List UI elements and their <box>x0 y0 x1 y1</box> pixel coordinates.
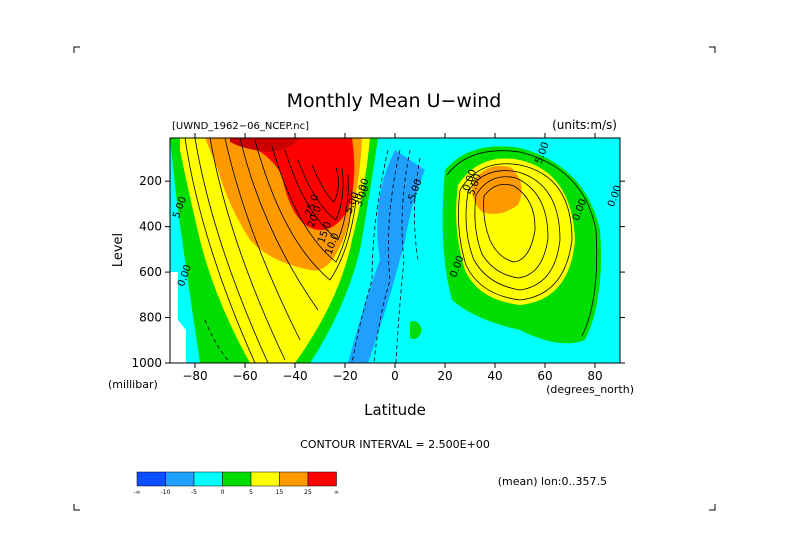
dataset-label: [UWND_1962−06_NCEP.nc] <box>172 121 309 132</box>
colorbar: -∞ -10 -5 0 5 15 25 ∞ <box>133 471 339 496</box>
colorbar-swatch <box>279 471 309 487</box>
y-axis-label: Level <box>111 233 126 267</box>
x-axis: −80 −60 −40 −20 0 20 40 60 80 <box>182 133 603 383</box>
contour-plot-area <box>170 138 620 363</box>
region-red-jet-south <box>250 138 355 230</box>
contour-interval-label: CONTOUR INTERVAL = 2.500E+00 <box>300 438 490 451</box>
colorbar-tick-label: ∞ <box>334 489 339 496</box>
y-tick-label: 400 <box>139 220 162 234</box>
crop-mark-top-right <box>709 46 716 53</box>
x-tick-label: −80 <box>182 369 207 383</box>
colorbar-swatch <box>250 471 280 487</box>
y-tick-label: 800 <box>139 311 162 325</box>
x-tick-label: −40 <box>282 369 307 383</box>
region-blue-tropics <box>348 150 425 363</box>
x-tick-label: −60 <box>232 369 257 383</box>
colorbar-swatch <box>136 471 166 487</box>
y-axis: 200 400 600 800 1000 <box>131 174 625 370</box>
colorbar-swatch <box>193 471 223 487</box>
contour-lines <box>184 138 598 363</box>
crop-mark-top-left <box>73 46 80 53</box>
colorbar-swatch <box>165 471 195 487</box>
colorbar-tick-label: 25 <box>304 489 312 496</box>
x-tick-label: 0 <box>391 369 399 383</box>
x-tick-label: 60 <box>537 369 552 383</box>
crop-mark-bottom-left <box>73 504 80 511</box>
x-axis-units: (degrees_north) <box>546 383 634 396</box>
dashed-contours <box>204 149 421 363</box>
y-tick-label: 600 <box>139 265 162 279</box>
region-green-spot <box>410 321 422 339</box>
region-darkred-core <box>230 138 300 152</box>
x-axis-label: Latitude <box>364 401 426 419</box>
colorbar-tick-label: 0 <box>221 489 225 496</box>
colorbar-tick-label: -∞ <box>133 489 140 496</box>
region-white-missing <box>170 272 186 363</box>
crop-mark-bottom-right <box>709 504 716 511</box>
colorbar-tick-label: -5 <box>191 489 197 496</box>
x-tick-label: 40 <box>487 369 502 383</box>
footer-label: (mean) lon:0..357.5 <box>498 475 607 488</box>
region-orange-north <box>472 165 522 214</box>
x-tick-label: 20 <box>437 369 452 383</box>
y-axis-units: (millibar) <box>108 378 158 391</box>
colorbar-tick-label: 5 <box>249 489 253 496</box>
units-label: (units:m/s) <box>552 118 617 132</box>
x-tick-label: 80 <box>587 369 602 383</box>
crop-marks <box>73 46 716 511</box>
x-tick-label: −20 <box>332 369 357 383</box>
y-tick-label: 200 <box>139 174 162 188</box>
colorbar-swatch <box>222 471 252 487</box>
colorbar-tick-label: -10 <box>161 489 171 496</box>
colorbar-tick-label: 15 <box>276 489 284 496</box>
y-tick-label: 1000 <box>131 356 162 370</box>
chart-title: Monthly Mean U−wind <box>287 90 502 112</box>
colorbar-swatch <box>307 471 337 487</box>
